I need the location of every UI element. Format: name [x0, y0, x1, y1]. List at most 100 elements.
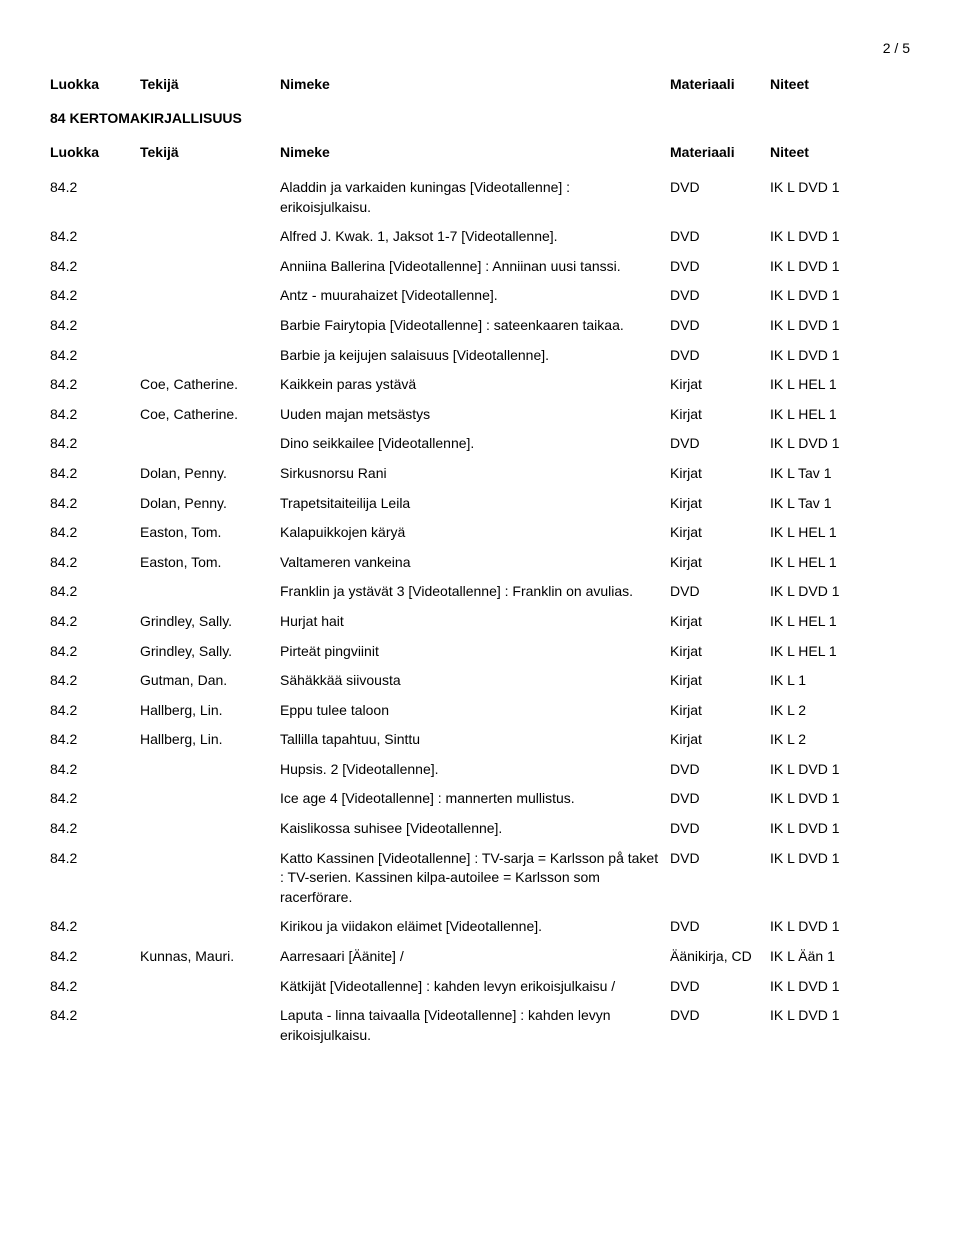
table-row: 84.2 Ice age 4 [Videotallenne] : mannerte… [50, 789, 910, 809]
cell-tekija: Easton, Tom. [140, 553, 280, 573]
cell-nimeke: Laputa - linna taivaalla [Videotallenne]… [280, 1006, 670, 1045]
cell-niteet: IK L HEL 1 [770, 612, 890, 632]
cell-luokka: 84.2 [50, 405, 140, 425]
cell-nimeke: Sirkusnorsu Rani [280, 464, 670, 484]
cell-luokka: 84.2 [50, 789, 140, 809]
cell-luokka: 84.2 [50, 917, 140, 937]
cell-niteet: IK L DVD 1 [770, 819, 890, 839]
cell-tekija [140, 434, 280, 454]
cell-tekija [140, 227, 280, 247]
cell-nimeke: Barbie ja keijujen salaisuus [Videotalle… [280, 346, 670, 366]
cell-tekija: Gutman, Dan. [140, 671, 280, 691]
cell-niteet: IK L HEL 1 [770, 523, 890, 543]
cell-materiaali: Kirjat [670, 553, 770, 573]
cell-tekija: Dolan, Penny. [140, 464, 280, 484]
cell-nimeke: Pirteät pingviinit [280, 642, 670, 662]
cell-materiaali: DVD [670, 1006, 770, 1045]
cell-luokka: 84.2 [50, 227, 140, 247]
cell-materiaali: Kirjat [670, 523, 770, 543]
table-row: 84.2Aladdin ja varkaiden kuningas [Video… [50, 178, 910, 217]
cell-luokka: 84.2 [50, 316, 140, 336]
cell-niteet: IK L HEL 1 [770, 375, 890, 395]
cell-nimeke: Hupsis. 2 [Videotallenne]. [280, 760, 670, 780]
cell-niteet: IK L DVD 1 [770, 434, 890, 454]
header-nimeke: Nimeke [280, 76, 670, 92]
cell-tekija: Hallberg, Lin. [140, 730, 280, 750]
cell-luokka: 84.2 [50, 1006, 140, 1045]
table-row: 84.2Easton, Tom.Valtameren vankeinaKirja… [50, 553, 910, 573]
cell-nimeke: Kalapuikkojen käryä [280, 523, 670, 543]
cell-tekija: Dolan, Penny. [140, 494, 280, 514]
table-row: 84.2 Laputa - linna taivaalla [Videotalle… [50, 1006, 910, 1045]
cell-nimeke: Aladdin ja varkaiden kuningas [Videotall… [280, 178, 670, 217]
cell-nimeke: Alfred J. Kwak. 1, Jaksot 1-7 [Videotall… [280, 227, 670, 247]
table-row: 84.2 Katto Kassinen [Videotallenne] : TV-… [50, 849, 910, 908]
cell-materiaali: DVD [670, 760, 770, 780]
cell-luokka: 84.2 [50, 849, 140, 908]
table-row: 84.2Franklin ja ystävät 3 [Videotallenne… [50, 582, 910, 602]
cell-niteet: IK L DVD 1 [770, 917, 890, 937]
cell-tekija [140, 346, 280, 366]
table-row: 84.2Dolan, Penny.Sirkusnorsu RaniKirjatI… [50, 464, 910, 484]
cell-tekija: Hallberg, Lin. [140, 701, 280, 721]
cell-luokka: 84.2 [50, 671, 140, 691]
cell-materiaali: DVD [670, 917, 770, 937]
cell-niteet: IK L Tav 1 [770, 464, 890, 484]
cell-luokka: 84.2 [50, 375, 140, 395]
cell-tekija [140, 582, 280, 602]
cell-nimeke: Trapetsitaiteilija Leila [280, 494, 670, 514]
table-row: 84.2Barbie ja keijujen salaisuus [Videot… [50, 346, 910, 366]
cell-luokka: 84.2 [50, 760, 140, 780]
cell-niteet: IK L DVD 1 [770, 227, 890, 247]
table-row: 84.2Easton, Tom.Kalapuikkojen käryäKirja… [50, 523, 910, 543]
rows-container: 84.2 Aladdin ja varkaiden kuningas [Video… [50, 178, 910, 1045]
header-row-top: Luokka Tekijä Nimeke Materiaali Niteet [50, 76, 910, 92]
table-row: 84.2Kätkijät [Videotallenne] : kahden le… [50, 977, 910, 997]
header-materiaali: Materiaali [670, 144, 770, 160]
cell-luokka: 84.2 [50, 523, 140, 543]
cell-niteet: IK L DVD 1 [770, 257, 890, 277]
cell-nimeke: Antz - muurahaizet [Videotallenne]. [280, 286, 670, 306]
cell-nimeke: Ice age 4 [Videotallenne] : mannerten mu… [280, 789, 670, 809]
cell-tekija: Coe, Catherine. [140, 405, 280, 425]
table-row: 84.2 Kirikou ja viidakon eläimet [Videota… [50, 917, 910, 937]
cell-nimeke: Sähäkkää siivousta [280, 671, 670, 691]
cell-materiaali: DVD [670, 789, 770, 809]
cell-nimeke: Katto Kassinen [Videotallenne] : TV-sarj… [280, 849, 670, 908]
cell-nimeke: Anniina Ballerina [Videotallenne] : Anni… [280, 257, 670, 277]
cell-materiaali: Kirjat [670, 701, 770, 721]
cell-luokka: 84.2 [50, 730, 140, 750]
table-row: 84.2Hupsis. 2 [Videotallenne].DVDIK L DV… [50, 760, 910, 780]
cell-materiaali: DVD [670, 178, 770, 217]
header-niteet: Niteet [770, 144, 890, 160]
cell-materiaali: Kirjat [670, 642, 770, 662]
cell-tekija [140, 977, 280, 997]
cell-niteet: IK L DVD 1 [770, 286, 890, 306]
table-row: 84.2Hallberg, Lin.Eppu tulee taloonKirja… [50, 701, 910, 721]
cell-nimeke: Kirikou ja viidakon eläimet [Videotallen… [280, 917, 670, 937]
header-row-section: Luokka Tekijä Nimeke Materiaali Niteet [50, 144, 910, 160]
cell-nimeke: Dino seikkailee [Videotallenne]. [280, 434, 670, 454]
cell-tekija [140, 178, 280, 217]
cell-tekija: Grindley, Sally. [140, 642, 280, 662]
table-row: 84.2Kaislikossa suhisee [Videotallenne].… [50, 819, 910, 839]
cell-materiaali: DVD [670, 286, 770, 306]
cell-tekija [140, 849, 280, 908]
table-row: 84.2Grindley, Sally.Pirteät pingviinitKi… [50, 642, 910, 662]
cell-materiaali: DVD [670, 434, 770, 454]
table-row: 84.2Coe, Catherine.Kaikkein paras ystävä… [50, 375, 910, 395]
cell-materiaali: Kirjat [670, 671, 770, 691]
cell-luokka: 84.2 [50, 553, 140, 573]
cell-materiaali: DVD [670, 316, 770, 336]
table-row: 84.2Anniina Ballerina [Videotallenne] : … [50, 257, 910, 277]
cell-niteet: IK L DVD 1 [770, 1006, 890, 1045]
cell-tekija: Kunnas, Mauri. [140, 947, 280, 967]
cell-materiaali: Kirjat [670, 375, 770, 395]
cell-tekija [140, 917, 280, 937]
header-tekija: Tekijä [140, 76, 280, 92]
cell-tekija [140, 286, 280, 306]
cell-nimeke: Franklin ja ystävät 3 [Videotallenne] : … [280, 582, 670, 602]
cell-tekija [140, 316, 280, 336]
table-row: 84.2Dino seikkailee [Videotallenne].DVDI… [50, 434, 910, 454]
table-row: 84.2Barbie Fairytopia [Videotallenne] : … [50, 316, 910, 336]
